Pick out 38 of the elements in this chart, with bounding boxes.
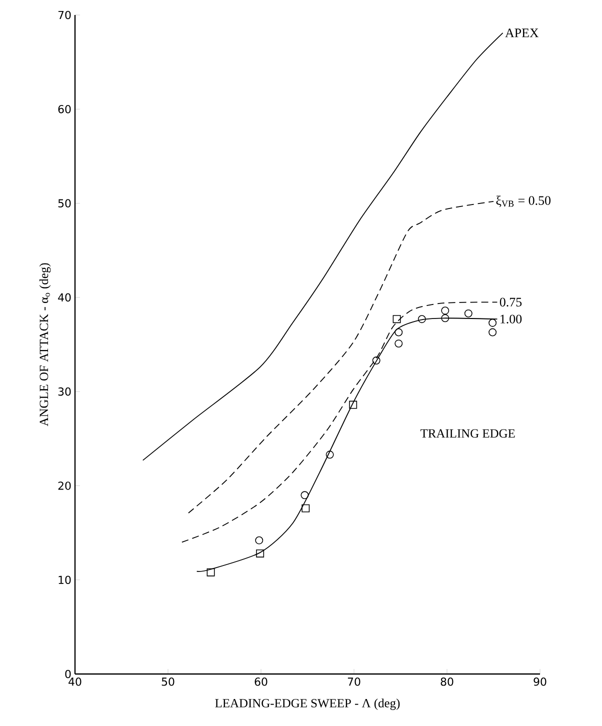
x-axis-title: LEADING-EDGE SWEEP - Λ (deg) bbox=[215, 698, 400, 710]
series-label: ξ$_{VB}$ = 0.50 bbox=[496, 196, 551, 208]
point bbox=[488, 318, 497, 327]
x-tick-label: 40 bbox=[68, 678, 82, 686]
point bbox=[372, 356, 380, 364]
point bbox=[302, 504, 310, 512]
series-label: APEX bbox=[505, 28, 539, 38]
point bbox=[488, 328, 497, 336]
y-tick-label: 0 bbox=[65, 670, 71, 678]
y-tick-label: 40 bbox=[58, 293, 71, 302]
point bbox=[300, 491, 309, 500]
annotation: TRAILING EDGE bbox=[420, 429, 515, 438]
point bbox=[441, 306, 450, 315]
point bbox=[394, 340, 403, 348]
point bbox=[394, 328, 403, 336]
point bbox=[418, 315, 426, 324]
point bbox=[256, 550, 264, 558]
point bbox=[349, 400, 358, 409]
point bbox=[326, 450, 334, 459]
point bbox=[441, 314, 450, 322]
x-tick-label: 80 bbox=[440, 678, 454, 686]
point bbox=[255, 536, 264, 544]
x-tick-label: 90 bbox=[534, 678, 546, 686]
y-tick-label: 60 bbox=[58, 105, 71, 114]
series-label: 1.00 bbox=[500, 314, 522, 324]
y-tick-label: 30 bbox=[58, 387, 71, 396]
y-tick-label: 10 bbox=[58, 576, 71, 584]
x-tick-label: 50 bbox=[162, 678, 174, 686]
point bbox=[464, 309, 472, 318]
x-tick-label: 60 bbox=[254, 678, 268, 686]
y-tick-label: 70 bbox=[58, 10, 71, 20]
y-tick-label: 20 bbox=[58, 482, 71, 490]
point bbox=[206, 568, 215, 576]
point bbox=[392, 315, 401, 324]
series-label: 0.75 bbox=[500, 298, 522, 307]
y-tick-label: 50 bbox=[58, 199, 71, 208]
y-axis-title: ANGLE OF ATTACK - α$_{o}$ (deg) bbox=[39, 263, 51, 426]
x-tick-label: 70 bbox=[348, 678, 360, 686]
